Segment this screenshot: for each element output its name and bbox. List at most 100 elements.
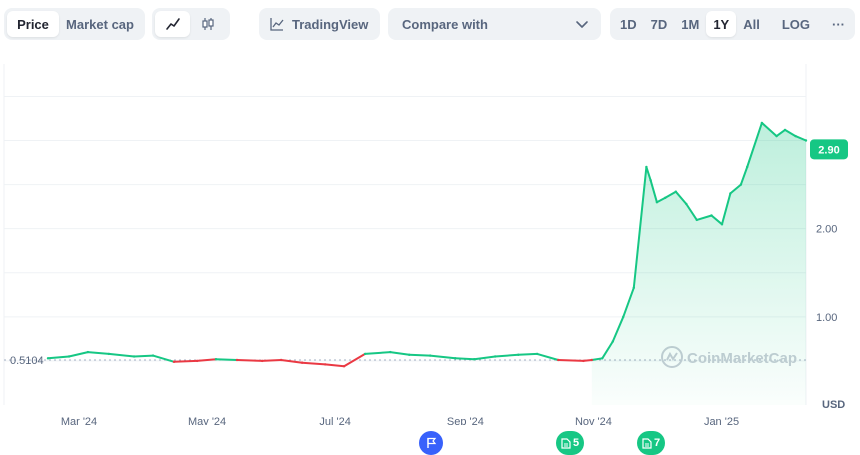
tradingview-button[interactable]: TradingView [259,8,380,40]
baseline-label: 0.5104 [10,355,44,367]
price-point [172,360,176,363]
price-point [590,358,593,362]
price-point [655,201,659,204]
price-point [494,355,497,358]
event-marker[interactable] [419,431,443,455]
range-all[interactable]: All [743,16,760,32]
price-point [214,358,218,361]
price-point [710,214,713,217]
x-tick-label: Sep '24 [447,416,484,425]
price-point [794,134,797,138]
chart-style-toggle [152,8,230,40]
range-1d[interactable]: 1D [620,16,637,32]
axis-labels: 1.00 2.00 Mar '24 May '24 Jul '24 Sep '24 Nov … [10,139,848,425]
price-area-fill [591,122,806,406]
compare-with-dropdown[interactable]: Compare with [388,8,601,40]
news-count: 7 [653,437,661,449]
price-segment [611,315,625,343]
price-segment [622,286,635,318]
tab-price[interactable]: Price [7,11,59,37]
price-segment [494,353,520,358]
price-segment [729,183,742,195]
x-tick-label: Jan '25 [704,416,739,425]
price-segment [152,354,175,363]
price-point [279,358,283,362]
price-segment [710,214,723,226]
price-point [342,365,346,368]
x-tick-label: Mar '24 [61,416,97,425]
price-point [107,352,111,356]
price-point [582,359,585,363]
price-segment [784,128,797,138]
price-point [645,165,648,169]
price-point [363,352,367,356]
price-point [67,355,71,358]
price-point [695,218,698,222]
time-range-toggle: 1D 7D 1M 1Y All LOG ··· [610,8,855,40]
price-point [664,196,667,199]
line-chart-button[interactable] [155,11,190,37]
price-segment [473,355,497,361]
price-segment [655,196,667,204]
price-segment [557,359,585,362]
candlestick-button[interactable] [190,11,225,37]
price-point [389,350,392,354]
price-point [729,192,732,195]
price-point [536,352,539,356]
price-segment [664,190,677,199]
line-chart-icon [165,18,180,30]
tab-market-cap[interactable]: Market cap [66,16,134,32]
chart-type-toggle: Price Market cap [4,8,145,40]
price-point [720,223,724,226]
price-point [473,358,476,361]
price-segment [794,135,807,142]
price-segment [215,358,238,361]
compare-label: Compare with [402,16,488,32]
price-segment [695,214,713,221]
price-point [685,202,688,206]
price-point [517,353,520,356]
price-segment [721,192,732,226]
price-segment [746,121,763,168]
flag-icon [427,437,437,448]
price-point [804,139,808,142]
price-point [674,190,677,193]
price-segment [536,352,560,361]
log-scale-button[interactable]: LOG [781,16,811,32]
news-marker[interactable]: 5 [556,431,584,455]
news-marker[interactable]: 7 [637,431,665,455]
price-segment [649,179,658,204]
price-segment [775,128,786,138]
price-point [622,315,625,318]
price-point [86,350,90,354]
price-point [235,358,239,362]
price-point [324,363,327,366]
price-segment [590,357,604,361]
price-point [151,354,155,357]
x-tick-label: Nov '24 [575,416,612,425]
price-segment [280,359,304,364]
price-segment [86,351,110,355]
current-price-label: 2.90 [818,144,839,156]
y-tick-label: 2.00 [816,224,837,236]
tradingview-icon [270,18,284,31]
price-segment [364,351,392,355]
price-point [408,353,411,356]
range-7d[interactable]: 7D [650,16,668,32]
price-point [783,128,787,132]
more-options-button[interactable]: ··· [832,16,846,32]
price-point [632,286,635,289]
range-1y[interactable]: 1Y [706,11,737,37]
price-segment [133,354,154,358]
price-line [46,121,808,368]
range-1m[interactable]: 1M [681,16,700,32]
price-segment [601,340,614,360]
price-segment [645,166,652,182]
price-segment [107,352,136,358]
x-tick-label: Jul '24 [319,416,350,425]
price-segment [47,355,70,360]
price-point [46,357,50,360]
price-segment [343,352,367,368]
price-point [261,359,264,363]
